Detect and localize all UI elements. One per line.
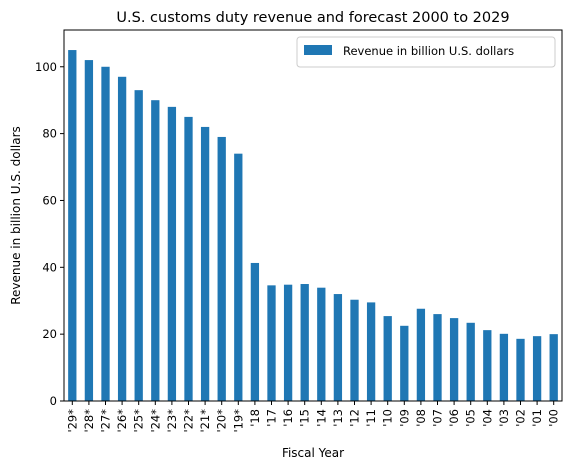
x-tick-label: '14: [314, 409, 328, 427]
bar-23: [167, 106, 177, 402]
legend-swatch: [304, 45, 332, 55]
bar-03: [499, 333, 509, 401]
x-tick-label: '11: [364, 409, 378, 427]
x-tick-label: '07: [431, 409, 445, 427]
y-tick-label: 60: [42, 193, 57, 207]
y-tick-label: 20: [42, 327, 57, 341]
y-axis: 0 20 40 60 80 100: [35, 60, 64, 408]
x-tick-label: '02: [514, 409, 528, 427]
bar-04: [483, 330, 492, 401]
legend: Revenue in billion U.S. dollars: [296, 36, 556, 68]
x-tick-label: '06: [447, 409, 461, 427]
chart-title: U.S. customs duty revenue and forecast 2…: [116, 10, 509, 26]
x-tick-label: '05: [464, 409, 478, 427]
bar-18: [250, 262, 260, 401]
legend-label: Revenue in billion U.S. dollars: [343, 44, 514, 58]
bar-25: [134, 90, 143, 401]
bar-02: [516, 338, 525, 401]
x-tick-label: '25*: [132, 409, 146, 433]
bar-15: [300, 284, 309, 401]
bar-10: [383, 316, 392, 401]
x-tick-label: '19*: [231, 409, 245, 433]
x-tick-label: '09: [397, 409, 411, 427]
bar-01: [532, 336, 542, 401]
bar-21: [200, 126, 210, 402]
x-tick-label: '10: [381, 409, 395, 427]
x-tick-label: '00: [547, 409, 561, 427]
x-tick-label: '23*: [165, 409, 179, 433]
bar-14: [317, 287, 326, 401]
x-tick-label: '12: [348, 409, 362, 427]
y-tick-label: 80: [42, 127, 57, 141]
bar-17: [267, 285, 276, 401]
legend-box: [296, 36, 556, 68]
x-tick-label: '24*: [148, 409, 162, 433]
x-tick-label: '08: [414, 409, 428, 427]
bar-12: [350, 299, 359, 401]
bars-group: [68, 50, 558, 402]
bar-06: [449, 318, 459, 401]
bar-07: [433, 314, 442, 401]
y-axis-title: Revenue in billion U.S. dollars: [9, 126, 23, 305]
x-tick-label: '29*: [65, 409, 79, 433]
x-tick-label: '21*: [198, 409, 212, 433]
bar-08: [416, 308, 426, 401]
bar-00: [549, 334, 558, 401]
bar-29: [68, 50, 77, 402]
bar-16: [283, 284, 293, 401]
y-tick-label: 0: [50, 394, 57, 408]
bar-19: [234, 153, 243, 401]
bar-11: [366, 302, 376, 401]
bar-22: [184, 116, 193, 402]
x-axis: '29* '28* '27* '26* '25* '24* '23* '22* '21* '20*…: [65, 401, 561, 433]
x-tick-label: '13: [331, 409, 345, 427]
x-tick-label: '20*: [215, 409, 229, 433]
bar-27: [101, 66, 110, 402]
bar-20: [217, 136, 226, 401]
bar-13: [333, 294, 343, 401]
x-axis-title: Fiscal Year: [282, 446, 344, 460]
y-tick-label: 100: [35, 60, 57, 74]
x-tick-label: '15: [298, 409, 312, 427]
bar-09: [400, 325, 409, 401]
bar-05: [466, 322, 475, 401]
bar-26: [117, 76, 127, 401]
x-tick-label: '03: [497, 409, 511, 427]
x-tick-label: '22*: [182, 409, 196, 433]
x-tick-label: '26*: [115, 409, 129, 433]
plot-frame: [63, 29, 563, 402]
x-tick-label: '01: [530, 409, 544, 427]
bar-24: [151, 100, 160, 401]
x-tick-label: '17: [265, 409, 279, 427]
x-tick-label: '04: [480, 409, 494, 427]
bar-28: [84, 60, 94, 401]
x-tick-label: '28*: [82, 409, 96, 433]
y-tick-label: 40: [42, 260, 57, 274]
x-tick-label: '18: [248, 409, 262, 427]
x-tick-label: '16: [281, 409, 295, 427]
x-tick-label: '27*: [99, 409, 113, 433]
